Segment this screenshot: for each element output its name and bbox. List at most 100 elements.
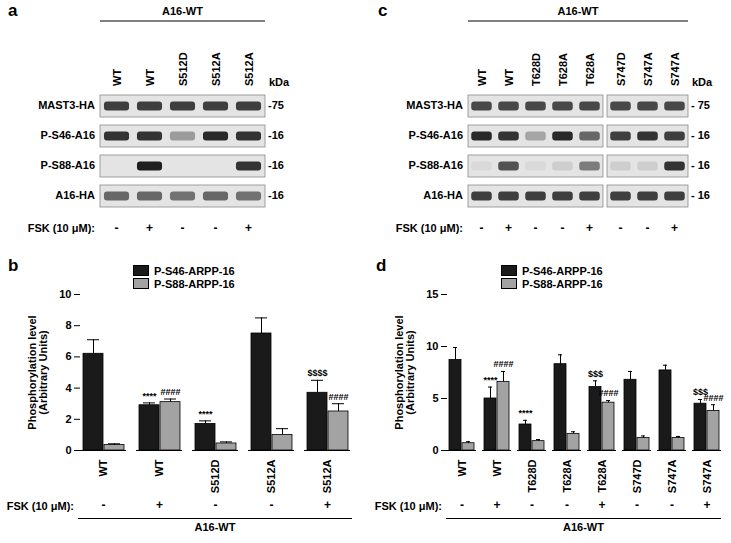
svg-text:-: - [214,221,218,235]
svg-text:kDa: kDa [692,76,713,88]
svg-text:****: **** [198,409,213,419]
svg-text:- 16: - 16 [691,189,710,201]
svg-text:MAST3-HA: MAST3-HA [406,99,463,111]
svg-text:-: - [646,221,650,235]
svg-text:-: - [619,221,623,235]
svg-text:-: - [115,221,119,235]
svg-text:+: + [703,498,710,512]
svg-text:####: #### [328,392,348,402]
svg-text:FSK (10 μM):: FSK (10 μM): [28,222,95,234]
svg-text:-16: -16 [268,159,284,171]
svg-text:S512A: S512A [265,459,277,493]
svg-text:+: + [245,221,252,235]
svg-text:****: **** [518,408,533,418]
svg-text:-: - [181,221,185,235]
svg-text:Phosphorylation level(Arbitrar: Phosphorylation level(Arbitrary Units) [393,315,416,429]
svg-text:WT: WT [111,69,123,86]
svg-text:8: 8 [65,319,71,331]
svg-text:****: **** [483,375,498,385]
svg-text:Phosphorylation level(Arbitrar: Phosphorylation level(Arbitrary Units) [26,315,49,429]
svg-text:T628A: T628A [561,459,573,492]
svg-text:- 75: - 75 [691,99,710,111]
svg-text:S747A: S747A [666,459,678,493]
svg-text:S512A: S512A [321,459,333,493]
svg-text:S747A: S747A [669,52,681,86]
svg-text:P-S46-A16: P-S46-A16 [41,129,95,141]
svg-text:+: + [671,221,678,235]
svg-text:P-S88-A16: P-S88-A16 [409,159,463,171]
svg-text:15: 15 [426,288,438,300]
svg-text:-: - [565,498,569,512]
svg-text:####: #### [160,387,180,397]
svg-text:S512D: S512D [177,52,189,86]
svg-text:+: + [598,498,605,512]
svg-text:T628D: T628D [530,53,542,86]
svg-text:T628A: T628A [557,53,569,86]
svg-text:-: - [214,498,218,512]
svg-text:a: a [8,1,18,20]
svg-text:****: **** [142,391,157,401]
svg-text:- 16: - 16 [691,129,710,141]
svg-text:####: #### [703,393,723,403]
svg-text:A16-HA: A16-HA [55,189,95,201]
svg-text:P-S88-A16: P-S88-A16 [41,159,95,171]
svg-text:+: + [324,498,331,512]
svg-text:kDa: kDa [269,76,290,88]
svg-text:S512A: S512A [210,52,222,86]
svg-text:P-S46-A16: P-S46-A16 [409,129,463,141]
svg-text:-16: -16 [268,189,284,201]
svg-text:S747D: S747D [631,459,643,493]
svg-text:+: + [146,221,153,235]
svg-text:T628D: T628D [526,459,538,492]
svg-text:####: #### [598,388,618,398]
svg-text:-: - [270,498,274,512]
svg-text:2: 2 [65,413,71,425]
svg-text:+: + [493,498,500,512]
svg-text:- 16: - 16 [691,159,710,171]
svg-text:+: + [586,221,593,235]
svg-text:WT: WT [153,459,165,476]
svg-text:T628A: T628A [584,53,596,86]
svg-text:5: 5 [432,392,438,404]
svg-text:+: + [156,498,163,512]
svg-text:-75: -75 [268,99,284,111]
svg-text:A16-WT: A16-WT [558,5,599,17]
svg-text:WT: WT [491,459,503,476]
svg-text:T628A: T628A [596,459,608,492]
svg-text:S747A: S747A [701,459,713,493]
svg-text:S747A: S747A [642,52,654,86]
svg-text:6: 6 [65,350,71,362]
svg-text:FSK (10 μM):: FSK (10 μM): [396,222,463,234]
svg-text:A16-WT: A16-WT [162,5,203,17]
svg-text:10: 10 [426,340,438,352]
svg-text:S512A: S512A [243,52,255,86]
svg-text:-: - [670,498,674,512]
svg-text:S747D: S747D [615,52,627,86]
svg-text:4: 4 [65,382,72,394]
html-text:P-S46-ARPP-16: P-S46-ARPP-16 [154,264,235,277]
svg-text:####: #### [493,359,513,369]
svg-text:WT: WT [97,459,109,476]
svg-text:-: - [635,498,639,512]
svg-text:S512D: S512D [209,459,221,493]
svg-text:0: 0 [432,444,438,456]
svg-text:-16: -16 [268,129,284,141]
svg-text:WT: WT [503,69,515,86]
svg-text:-: - [480,221,484,235]
svg-text:-: - [102,498,106,512]
svg-text:$$$: $$$ [588,369,603,379]
svg-text:-: - [534,221,538,235]
svg-text:-: - [561,221,565,235]
svg-text:A16-HA: A16-HA [423,189,463,201]
svg-text:-: - [460,498,464,512]
svg-text:WT: WT [144,69,156,86]
svg-text:+: + [505,221,512,235]
svg-text:c: c [378,1,387,20]
svg-text:$$$$: $$$$ [307,368,327,378]
svg-text:MAST3-HA: MAST3-HA [38,99,95,111]
svg-text:0: 0 [65,444,71,456]
svg-text:WT: WT [476,69,488,86]
svg-text:-: - [530,498,534,512]
svg-text:WT: WT [456,459,468,476]
svg-text:10: 10 [59,288,71,300]
